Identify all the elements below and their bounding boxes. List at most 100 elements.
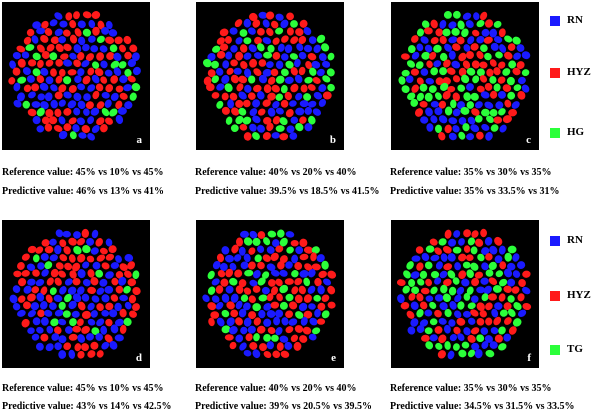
seed-grain — [117, 107, 127, 115]
seed-grain — [439, 52, 448, 62]
seed-grain — [91, 327, 100, 336]
seed-grain — [494, 302, 503, 310]
seed-grain — [73, 44, 82, 54]
seed-grain — [453, 230, 461, 238]
seed-grain — [123, 285, 131, 294]
seed-grain — [466, 286, 474, 295]
seed-grain — [30, 302, 40, 311]
seed-grain — [502, 68, 511, 76]
seed-grain — [489, 245, 498, 255]
seed-grain — [221, 325, 231, 334]
seed-grain — [123, 317, 132, 326]
seed-grain — [290, 334, 299, 343]
seed-grain — [458, 131, 466, 140]
seed-grain — [430, 270, 440, 279]
seed-grain — [467, 36, 475, 45]
seed-grain — [452, 92, 460, 102]
seed-grain — [12, 51, 21, 60]
seed-grain — [262, 132, 271, 140]
seed-grain — [253, 52, 263, 59]
seed-grain — [258, 309, 266, 319]
seed-grain — [63, 76, 72, 85]
seed-grain — [32, 52, 41, 61]
seed-grain — [95, 238, 103, 247]
predictive-caption-f: Predictive value: 34.5% vs 31.5% vs 33.5… — [390, 401, 575, 412]
seed-grain — [266, 61, 274, 69]
seed-grain — [322, 278, 332, 286]
seed-grain — [416, 77, 424, 85]
seed-grain — [212, 260, 221, 270]
seed-grain — [318, 270, 327, 279]
seed-grain — [110, 324, 119, 334]
seed-grain — [433, 60, 442, 68]
seed-grain — [243, 37, 252, 45]
seed-grain — [210, 311, 220, 319]
seed-grain — [462, 261, 471, 269]
seed-grain — [414, 108, 424, 117]
seed-grain — [233, 67, 242, 75]
seed-grain — [231, 244, 239, 254]
seed-grain — [493, 116, 503, 124]
seed-grain — [85, 101, 94, 110]
seed-grain — [257, 124, 265, 133]
seed-grain — [308, 303, 316, 310]
seed-grain — [124, 270, 132, 278]
seed-grain — [267, 92, 276, 101]
seed-grain — [483, 285, 492, 295]
seed-grain — [291, 286, 299, 295]
seed-grain — [316, 318, 326, 325]
seed-grain — [101, 341, 110, 350]
seed-grain — [476, 68, 485, 77]
seed-grain — [229, 277, 238, 286]
seed-grain — [67, 286, 77, 295]
seed-grain — [256, 325, 266, 334]
seed-grain — [31, 101, 41, 108]
seed-grain — [108, 245, 117, 254]
seed-grain — [438, 334, 447, 344]
seed-grain — [219, 262, 228, 272]
seed-grain — [99, 278, 108, 287]
seed-grain — [45, 343, 54, 352]
seed-grain — [243, 317, 252, 327]
seed-grain — [58, 68, 66, 77]
seed-grain — [32, 21, 41, 29]
seed-grain — [294, 278, 303, 286]
seed-grain — [424, 261, 433, 270]
seed-grain — [420, 116, 429, 124]
seed-grain — [59, 20, 68, 28]
seed-grain — [285, 261, 293, 269]
seed-grain — [480, 91, 490, 99]
seed-grain — [504, 252, 512, 262]
seed-grain — [73, 245, 82, 255]
seed-grain — [470, 124, 480, 133]
seed-grain — [267, 44, 275, 53]
seed-grain — [27, 108, 37, 117]
seed-grain — [461, 341, 470, 349]
predictive-caption-d: Predictive value: 43% vs 14% vs 42.5% — [2, 401, 172, 412]
seed-grain — [248, 261, 256, 270]
seed-grain — [420, 68, 429, 76]
seed-grain — [28, 91, 36, 99]
seed-grain — [92, 90, 100, 100]
seed-grain — [94, 68, 104, 77]
seed-grain — [40, 253, 49, 261]
seed-grain — [467, 116, 476, 125]
seed-grain — [295, 122, 304, 132]
seed-grain — [58, 301, 66, 310]
seed-grain — [32, 269, 40, 277]
seed-grain — [457, 20, 465, 30]
seed-grain — [40, 286, 48, 296]
seed-grain — [12, 303, 21, 311]
seed-grain — [69, 318, 77, 327]
seed-grain — [275, 60, 284, 69]
seed-grain — [261, 286, 270, 295]
seed-grain — [225, 285, 234, 294]
seed-grain — [280, 68, 289, 77]
seed-grain — [268, 279, 276, 287]
seed-grain — [502, 115, 512, 124]
seed-grain — [461, 28, 469, 38]
seed-grain — [63, 91, 72, 99]
seed-grain — [279, 117, 288, 126]
seed-grain — [416, 262, 424, 271]
seed-grain — [58, 116, 66, 125]
